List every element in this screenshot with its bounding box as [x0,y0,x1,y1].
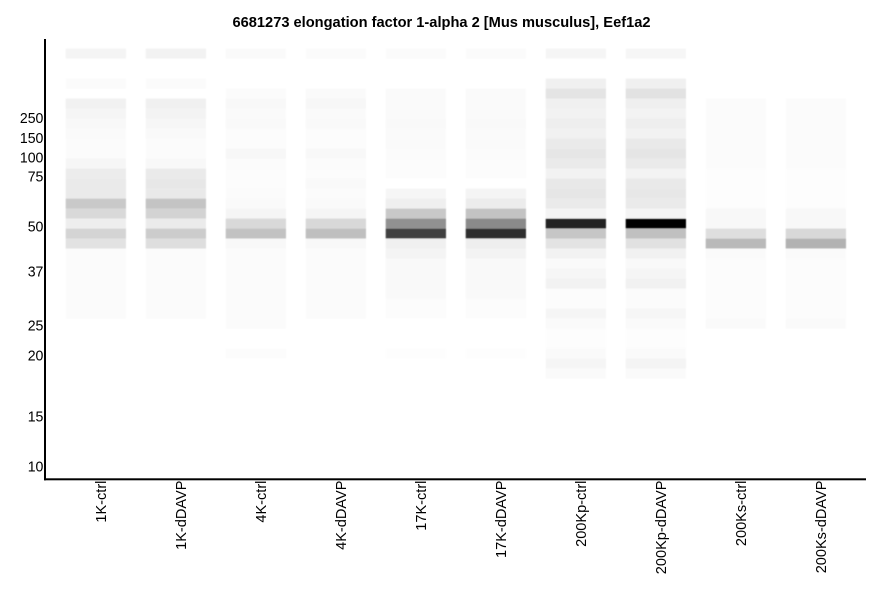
svg-text:200Ks-ctrl: 200Ks-ctrl [733,481,750,546]
svg-text:10: 10 [28,458,44,475]
svg-text:100: 100 [20,149,44,166]
svg-text:4K-dDAVP: 4K-dDAVP [333,481,350,550]
svg-text:6681273 elongation factor 1-al: 6681273 elongation factor 1-alpha 2 [Mus… [233,14,651,31]
svg-text:200Ks-dDAVP: 200Ks-dDAVP [813,481,830,574]
svg-text:150: 150 [20,130,44,147]
svg-text:200Kp-dDAVP: 200Kp-dDAVP [653,481,670,575]
svg-text:15: 15 [28,408,44,425]
svg-text:17K-dDAVP: 17K-dDAVP [493,481,510,558]
svg-text:1K-dDAVP: 1K-dDAVP [173,481,190,550]
svg-text:37: 37 [28,263,44,280]
svg-text:50: 50 [28,218,44,235]
svg-text:75: 75 [28,168,44,185]
svg-text:25: 25 [28,317,44,334]
svg-text:250: 250 [20,110,44,127]
svg-text:4K-ctrl: 4K-ctrl [253,481,270,523]
svg-text:17K-ctrl: 17K-ctrl [413,481,430,531]
svg-text:1K-ctrl: 1K-ctrl [93,481,110,523]
svg-text:200Kp-ctrl: 200Kp-ctrl [573,481,590,547]
svg-text:20: 20 [28,348,44,365]
